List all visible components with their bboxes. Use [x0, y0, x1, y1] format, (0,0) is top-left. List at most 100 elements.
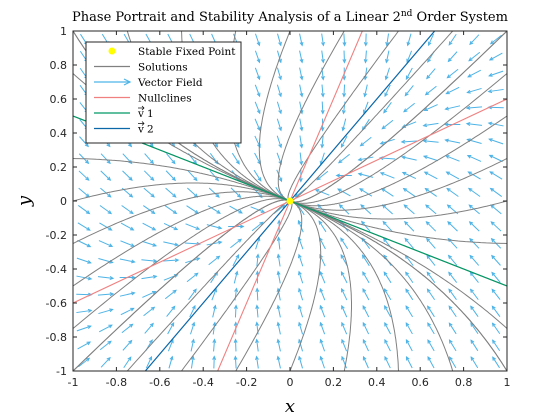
vector-arrow [340, 237, 349, 250]
vector-arrow [168, 355, 174, 369]
vector-arrow [405, 339, 413, 352]
vector-arrow [489, 171, 503, 180]
vector-arrow [253, 169, 262, 182]
vector-arrow [76, 275, 93, 281]
vector-arrow [166, 305, 176, 317]
vector-arrow [119, 258, 136, 264]
vector-arrow [491, 288, 501, 300]
vector-arrow [233, 304, 238, 318]
vector-arrow [362, 271, 370, 284]
x-axis-label: x [285, 396, 295, 417]
vector-arrow [145, 355, 153, 369]
vector-arrow [319, 287, 326, 301]
vector-arrow [298, 304, 304, 318]
vector-arrow [77, 341, 92, 350]
vector-arrow [188, 288, 197, 300]
vector-arrow [276, 236, 281, 250]
vector-arrow [276, 169, 283, 183]
vector-arrow [100, 153, 111, 165]
vector-arrow [98, 324, 113, 333]
vector-arrow [341, 304, 348, 318]
vector-arrow [79, 136, 89, 148]
y-tick-label: 1 [60, 25, 67, 38]
vector-arrow [404, 237, 414, 249]
vector-arrow [100, 356, 111, 368]
vector-arrow [403, 220, 415, 232]
vector-arrow [231, 152, 240, 165]
vector-arrow [424, 187, 437, 197]
vector-arrow [250, 206, 266, 213]
y-tick-labels: -1 -0.8 -0.6 -0.4 -0.2 0 0.2 0.4 0.6 0.8 1 [46, 25, 67, 378]
vector-arrow [402, 187, 416, 197]
legend-label-fixed: Stable Fixed Point [138, 46, 236, 58]
vector-arrow [427, 356, 435, 369]
vector-arrow [165, 187, 177, 198]
vector-arrow [165, 170, 177, 182]
legend-entry-vector: Vector Field [94, 77, 203, 89]
x-tick-label: 0 [287, 376, 294, 389]
vector-arrow [384, 355, 391, 369]
vector-arrow [299, 118, 304, 132]
vector-arrow [491, 305, 501, 317]
vector-arrow [426, 271, 436, 283]
vector-arrow [320, 84, 325, 98]
x-tick-label: -1 [68, 376, 79, 389]
vector-arrow [209, 170, 220, 182]
vector-arrow [143, 187, 155, 198]
vector-arrow [299, 33, 304, 47]
vector-arrow [120, 222, 135, 231]
y-tick-label: 0.4 [50, 127, 68, 140]
vector-arrow [77, 205, 91, 215]
vector-arrow [470, 339, 479, 352]
vector-arrow [208, 255, 221, 266]
vector-arrow [164, 289, 177, 300]
vector-arrow [341, 118, 347, 132]
legend-entry-fixed: Stable Fixed Point [108, 46, 236, 58]
vector-arrow [276, 253, 281, 267]
vector-arrow [489, 187, 503, 197]
vector-arrow [100, 170, 112, 181]
vector-arrow [319, 338, 326, 352]
vector-arrow [427, 33, 435, 47]
x-tick-label: 0.8 [455, 376, 473, 389]
vector-arrow [143, 306, 156, 317]
vector-arrow [446, 68, 459, 79]
vector-arrow [320, 135, 325, 149]
vector-arrow [298, 270, 304, 284]
vector-arrow [448, 33, 457, 46]
vector-arrow [76, 325, 92, 332]
vector-arrow [384, 305, 392, 318]
chart-title-suffix: Order System [412, 10, 508, 25]
vector-arrow [232, 253, 240, 267]
x-tick-label: -0.8 [106, 376, 127, 389]
vector-arrow [360, 204, 372, 215]
vector-arrow [122, 339, 133, 351]
vector-arrow [427, 305, 435, 318]
vector-arrow [487, 88, 504, 94]
vector-arrow [448, 322, 457, 335]
vector-arrow [277, 33, 282, 47]
vector-arrow [166, 153, 176, 165]
vector-arrow [362, 304, 370, 318]
vector-arrow [425, 204, 437, 215]
vector-arrow [97, 292, 115, 297]
vector-arrow [164, 205, 178, 215]
vector-arrow [444, 105, 461, 111]
legend-marker-fixed [108, 47, 116, 55]
vector-arrow [254, 67, 261, 81]
vector-arrow [488, 52, 503, 61]
vector-arrow [276, 270, 281, 284]
vector-arrow [319, 321, 326, 335]
vector-arrow [340, 135, 348, 149]
vector-arrow [488, 70, 504, 77]
vector-arrow [144, 153, 155, 165]
vector-arrow [208, 187, 220, 198]
vector-arrow [403, 102, 416, 113]
vector-arrow [492, 356, 500, 369]
vector-arrow [78, 357, 91, 368]
vector-arrow [468, 221, 480, 232]
vector-arrow [233, 355, 238, 369]
vector-arrow [144, 322, 154, 334]
y-tick-label: -0.4 [46, 263, 67, 276]
